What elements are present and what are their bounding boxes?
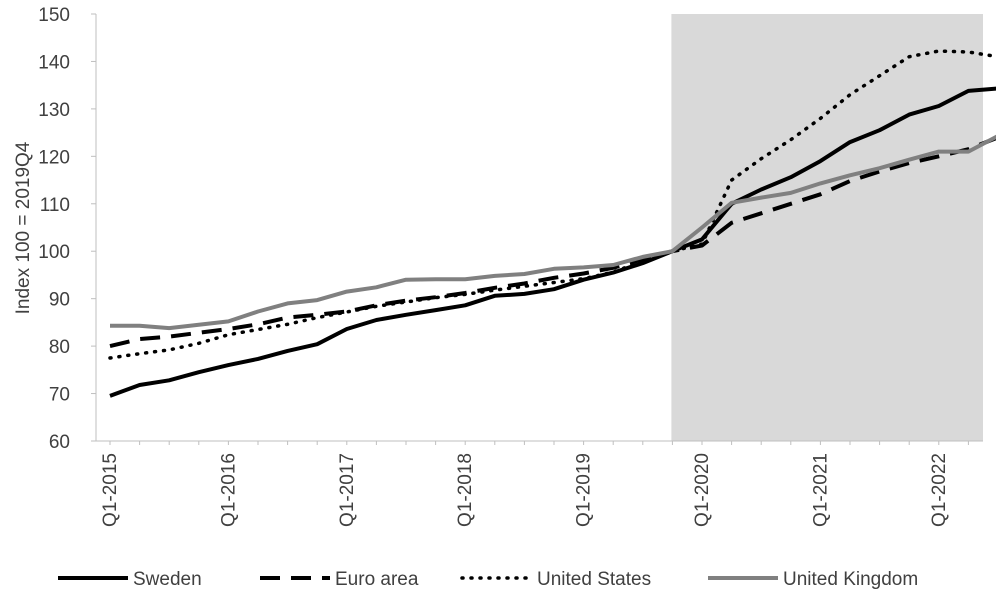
y-tick-label: 130 [38,100,70,121]
series-line-sweden [109,86,996,398]
y-axis-title: Index 100 = 2019Q4 [13,141,34,314]
x-tick-label: Q1-2022 [929,453,950,527]
x-tick-label: Q1-2015 [100,453,121,527]
y-axis-tick-labels: 60 70 80 90 100 110 120 130 140 150 [38,5,70,453]
y-tick-label: 80 [49,337,70,358]
legend-label: Euro area [335,569,419,590]
legend-label: United States [537,569,651,590]
x-tick-label: Q1-2020 [692,453,713,527]
legend-label: Sweden [133,569,202,590]
shaded-region-layer [671,14,983,441]
series-line-united-kingdom [110,134,996,331]
x-tick-label: Q1-2019 [574,453,595,527]
legend: Sweden Euro area United States United Kingd… [58,569,918,590]
y-tick-label: 70 [49,385,70,406]
x-axis-tick-labels: Q1-2015 Q1-2016 Q1-2017 Q1-2018 Q1-2019 Q1-20… [100,453,950,527]
y-tick-label: 120 [38,147,70,168]
y-tick-label: 150 [38,5,70,26]
series-line-united-states [108,49,996,360]
series-line-euro-area [109,136,996,349]
y-tick-label: 110 [40,195,70,216]
y-tick-label: 90 [49,290,70,311]
x-tick-label: Q1-2016 [218,453,239,527]
x-tick-label: Q1-2018 [455,453,476,527]
axes-layer [91,13,983,445]
forecast-shaded-region [671,14,983,441]
legend-label: United Kingdom [783,569,918,590]
x-tick-label: Q1-2017 [337,453,358,527]
y-tick-label: 100 [38,242,70,263]
x-tick-label: Q1-2021 [810,453,831,527]
y-tick-label: 60 [49,432,70,453]
series-lines [108,49,996,398]
y-tick-label: 140 [38,52,70,73]
